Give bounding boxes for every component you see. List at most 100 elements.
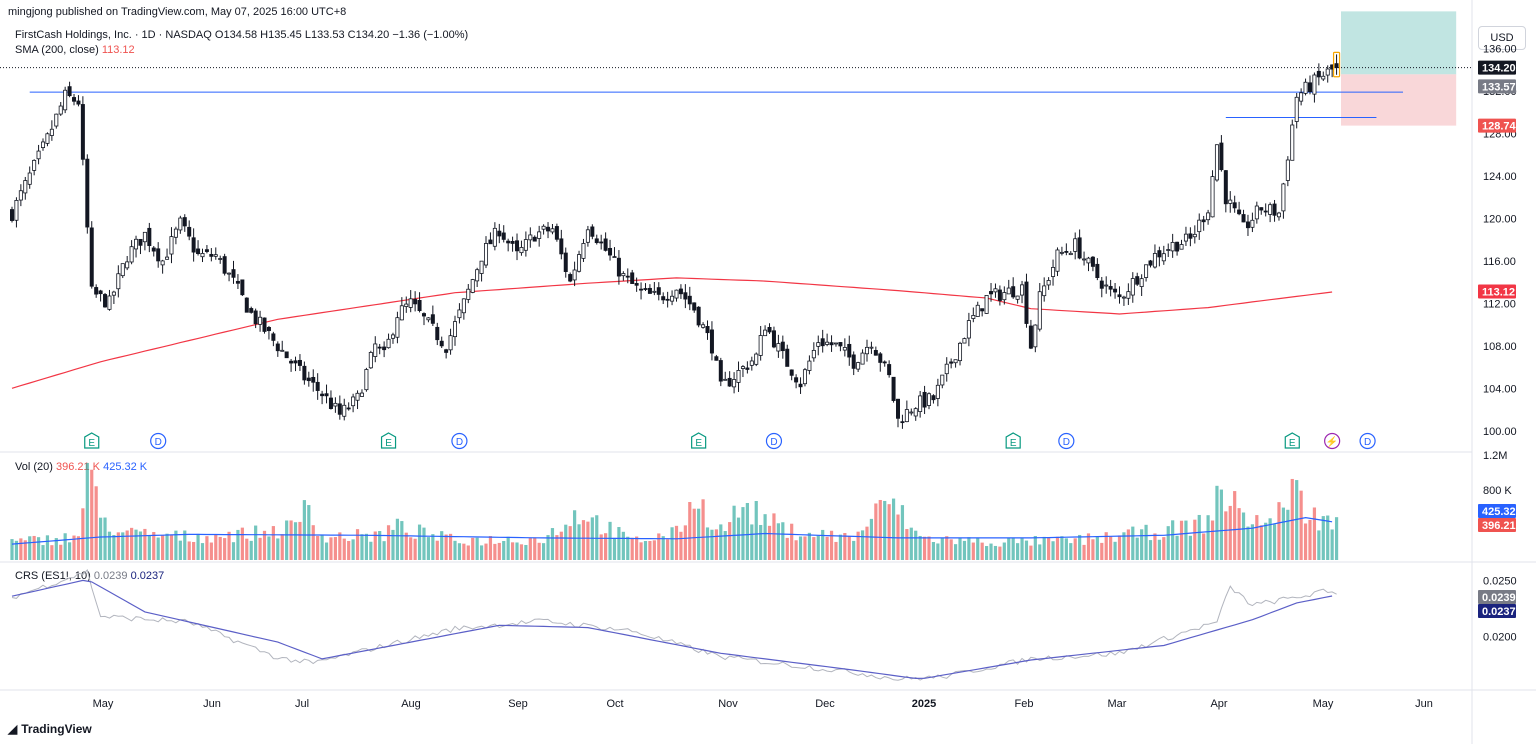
currency-button[interactable]: USD — [1478, 26, 1526, 50]
crs-legend[interactable]: CRS (ES1!, 10) 0.0239 0.0237 — [15, 570, 164, 583]
volume-bar — [1060, 536, 1064, 560]
crs-label: CRS (ES1!, 10) — [15, 570, 91, 582]
candle-body — [169, 236, 174, 255]
candle-body — [364, 369, 369, 391]
volume-bar — [435, 540, 439, 560]
candle-body — [160, 260, 165, 266]
candle-body — [107, 295, 112, 310]
candle-body — [1259, 207, 1264, 211]
candle-body — [1113, 288, 1118, 293]
volume-last-tag: 396.21 K — [1482, 520, 1527, 532]
candle-body — [36, 150, 41, 160]
candle-body — [515, 240, 520, 252]
candle-body — [337, 403, 342, 415]
volume-bar — [285, 520, 289, 560]
candle-body — [661, 296, 666, 301]
volume-bar — [1330, 529, 1334, 560]
candle-body — [927, 393, 932, 406]
sma-price-label-bg — [1478, 284, 1516, 299]
volume-bar — [1219, 489, 1223, 560]
candle-body — [709, 329, 714, 354]
candle-body — [244, 297, 249, 313]
volume-bar — [648, 540, 652, 560]
candle-body — [1201, 219, 1206, 223]
volume-bar — [674, 525, 679, 560]
position-tool[interactable] — [1341, 11, 1457, 126]
volume-bar — [617, 527, 621, 560]
candle-body — [856, 362, 861, 370]
tradingview-logo[interactable]: ◢ TradingView — [8, 722, 92, 736]
split-icon-glyph: ⚡ — [1326, 435, 1338, 448]
volume-bar — [417, 524, 422, 560]
candle-body — [789, 369, 794, 376]
candle-body — [49, 128, 54, 136]
time-tick-label: Oct — [606, 698, 623, 710]
volume-bar — [577, 524, 581, 560]
volume-legend[interactable]: Vol (20) 396.21 K 425.32 K — [15, 461, 147, 474]
candle-body — [647, 287, 652, 294]
dividend-icon — [451, 432, 468, 450]
volume-bar — [1206, 515, 1210, 560]
candle-body — [577, 254, 582, 272]
candle-body — [887, 364, 892, 376]
volume-bar — [1197, 514, 1201, 560]
volume-bar — [493, 543, 497, 560]
volume-bar — [85, 462, 89, 560]
horizontal-lines[interactable] — [29, 91, 1404, 119]
candle-body — [1175, 241, 1180, 252]
candle-body — [802, 369, 807, 385]
candle-body — [1290, 124, 1295, 161]
time-tick-label: Apr — [1210, 698, 1227, 710]
candle-body — [554, 226, 559, 240]
candle-body — [1241, 214, 1246, 223]
volume-bar — [431, 534, 435, 560]
time-tick-label: Dec — [815, 698, 835, 710]
volume-bar — [99, 517, 103, 560]
candle-body — [701, 324, 706, 328]
candle-body — [807, 360, 812, 371]
volume-bar — [462, 543, 466, 560]
candle-body — [1263, 210, 1268, 213]
volume-bar — [533, 537, 537, 560]
candle-body — [404, 303, 409, 307]
candle-body — [878, 353, 883, 363]
volume-bar — [227, 531, 231, 560]
candle-body — [94, 287, 99, 295]
volume-bar — [860, 530, 865, 560]
candle-body — [1064, 251, 1069, 253]
candle-body — [213, 254, 218, 257]
volume-bar — [1140, 529, 1144, 560]
candle-body — [58, 105, 63, 115]
crs-ma-tag-bg — [1478, 604, 1516, 618]
last-price-label-bg — [1478, 60, 1516, 75]
candle-body — [368, 352, 373, 369]
price-tick-label: 104.00 — [1483, 383, 1517, 395]
volume-label: Vol (20) — [15, 461, 53, 473]
candle-body — [302, 365, 307, 381]
volume-bar — [453, 540, 457, 560]
candle-body — [18, 190, 23, 201]
candle-body — [585, 229, 590, 243]
volume-bar — [683, 525, 687, 560]
volume-bar — [1171, 520, 1175, 560]
volume-bar — [816, 535, 820, 560]
crs-ma-tag: 0.0237 — [1482, 606, 1516, 618]
candle-body — [851, 354, 856, 369]
volume-bar — [1007, 538, 1011, 560]
candle-body — [1197, 219, 1202, 233]
volume-bar — [1202, 533, 1206, 560]
volume-bar — [1051, 541, 1055, 560]
volume-ma-tag: 425.32 K — [1482, 506, 1527, 518]
earnings-icon — [1005, 432, 1021, 449]
volume-bar — [1286, 509, 1290, 560]
candle-body — [271, 333, 276, 341]
candle-body — [714, 356, 719, 361]
sma-legend[interactable]: SMA (200, close) 113.12 — [15, 44, 135, 57]
candle-body — [537, 231, 542, 239]
candle-body — [111, 291, 116, 296]
candle-body — [1237, 209, 1242, 215]
split-icon — [1324, 432, 1341, 450]
symbol-title[interactable]: FirstCash Holdings, Inc. · 1D · NASDAQ — [15, 29, 212, 41]
candle-body — [240, 279, 245, 296]
